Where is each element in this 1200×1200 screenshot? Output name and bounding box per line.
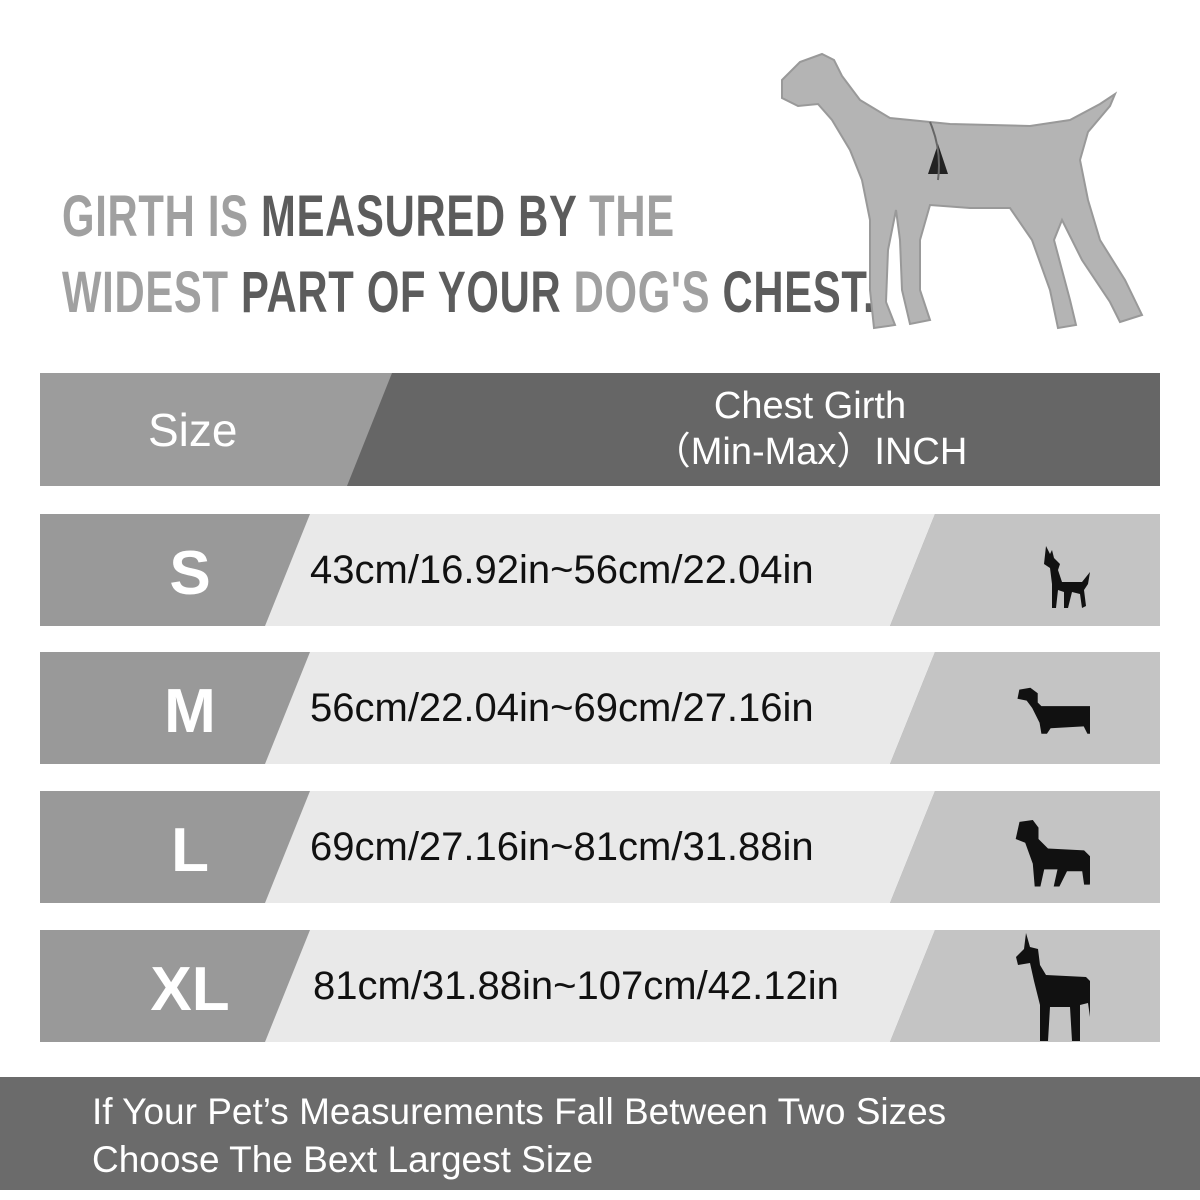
headline-text: MEASURED BY	[261, 184, 590, 249]
footer-line-1: If Your Pet’s Measurements Fall Between …	[92, 1091, 947, 1132]
row-icon-cell	[890, 514, 1160, 626]
large-dog-icon	[1015, 820, 1090, 887]
footer-line-2: Choose The Bext Largest Size	[92, 1139, 594, 1180]
header-girth-title: Chest Girth	[713, 385, 907, 427]
size-label: S	[169, 539, 211, 608]
measured-dog-illustration	[781, 52, 1144, 330]
row-icon-cell	[890, 791, 1160, 903]
table-header: Size Chest Girth （Min-Max）INCH	[40, 373, 1160, 486]
headline-line-1: GIRTH IS MEASURED BY THE	[62, 188, 675, 246]
headline-text: PART OF YOUR	[241, 260, 574, 325]
row-range-cell	[265, 514, 935, 626]
header-size-label: Size	[148, 404, 238, 456]
header-girth-cell	[347, 373, 1160, 486]
row-icon-cell	[890, 652, 1160, 764]
girth-range: 81cm/31.88in~107cm/42.12in	[313, 964, 839, 1008]
headline-text: CHEST.	[722, 260, 876, 325]
headline-line-2: WIDEST PART OF YOUR DOG'S CHEST.	[62, 264, 875, 322]
size-label: M	[164, 677, 216, 746]
table-row: L 69cm/27.16in~81cm/31.88in	[40, 791, 1160, 903]
row-range-cell	[265, 791, 935, 903]
great-dane-icon	[1016, 933, 1090, 1041]
row-range-cell	[265, 652, 935, 764]
headline-text: GIRTH IS	[62, 184, 262, 249]
girth-range: 43cm/16.92in~56cm/22.04in	[310, 548, 814, 592]
row-range-cell	[265, 930, 935, 1042]
size-label: L	[171, 816, 209, 885]
table-row: XL 81cm/31.88in~107cm/42.12in	[40, 930, 1160, 1042]
headline-text: DOG'S	[573, 260, 723, 325]
table-row: S 43cm/16.92in~56cm/22.04in	[40, 514, 1160, 626]
footer-note: If Your Pet’s Measurements Fall Between …	[0, 1077, 1200, 1190]
header-girth-label: Chest Girth （Min-Max）INCH	[580, 383, 1040, 475]
headline-text: THE	[589, 184, 675, 249]
girth-range: 69cm/27.16in~81cm/31.88in	[310, 825, 814, 869]
small-dog-icon	[1044, 546, 1090, 608]
headline-text: WIDEST	[62, 260, 242, 325]
size-label: XL	[150, 955, 230, 1024]
table-row: M 56cm/22.04in~69cm/27.16in	[40, 652, 1160, 764]
dachshund-icon	[1017, 687, 1090, 734]
header-girth-unit: （Min-Max）INCH	[652, 431, 968, 473]
girth-range: 56cm/22.04in~69cm/27.16in	[310, 686, 814, 730]
